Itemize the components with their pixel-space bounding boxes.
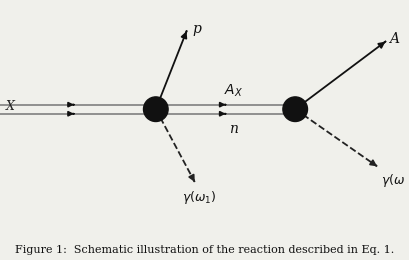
Text: $\gamma(\omega_1)$: $\gamma(\omega_1)$: [181, 188, 216, 205]
Text: A: A: [389, 32, 398, 46]
Ellipse shape: [282, 97, 307, 121]
Text: p: p: [192, 22, 201, 36]
Text: $A_X$: $A_X$: [224, 82, 243, 99]
Text: n: n: [229, 122, 238, 136]
Text: Figure 1:  Schematic illustration of the reaction described in Eq. 1.: Figure 1: Schematic illustration of the …: [15, 245, 394, 255]
Text: $\gamma(\omega$: $\gamma(\omega$: [380, 172, 405, 188]
Ellipse shape: [143, 97, 168, 121]
Text: X: X: [6, 100, 15, 113]
